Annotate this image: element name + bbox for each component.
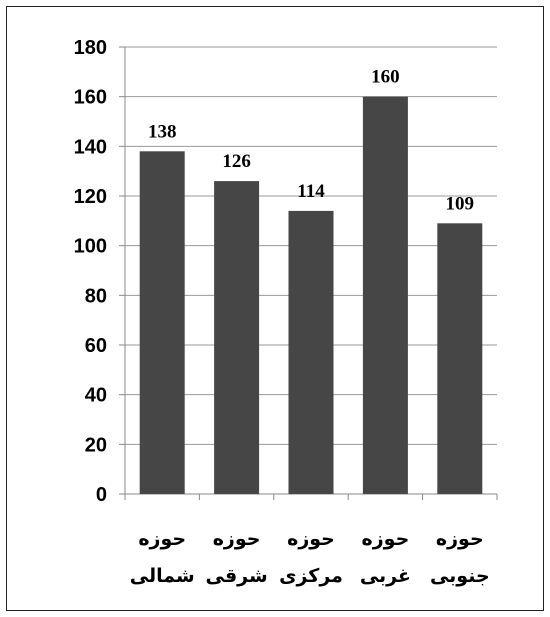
x-category-label: مرکزی (279, 565, 343, 587)
bar (139, 151, 185, 495)
x-category-label: حوزه (213, 528, 261, 550)
x-category-label: حوزه (138, 528, 186, 550)
y-tick-label: 0 (96, 484, 107, 506)
chart-frame (6, 6, 544, 611)
bar (362, 96, 408, 495)
y-tick-label: 140 (74, 136, 107, 158)
x-category-label: جنوبی (430, 565, 490, 587)
y-tick-label: 80 (85, 285, 107, 307)
x-category-label: حوزه (436, 528, 484, 550)
data-label: 126 (222, 151, 251, 172)
y-tick-label: 60 (85, 335, 107, 357)
y-tick-label: 20 (85, 434, 107, 456)
y-tick-label: 100 (74, 236, 107, 258)
data-label: 114 (297, 181, 325, 202)
y-tick-label: 180 (74, 37, 107, 59)
y-tick-label: 120 (74, 186, 107, 208)
bar (437, 223, 483, 495)
y-tick-label: 160 (74, 87, 107, 109)
x-category-label: شرقی (206, 565, 268, 587)
y-tick-label: 40 (85, 385, 107, 407)
x-category-label: حوزه (362, 528, 410, 550)
bar (288, 210, 334, 494)
x-category-label: حوزه (287, 528, 335, 550)
x-category-label: شمالی (130, 565, 195, 587)
data-label: 138 (148, 121, 177, 142)
data-label: 109 (446, 193, 475, 214)
data-label: 160 (371, 67, 400, 88)
bar (214, 181, 260, 494)
x-category-label: غربی (360, 565, 411, 587)
